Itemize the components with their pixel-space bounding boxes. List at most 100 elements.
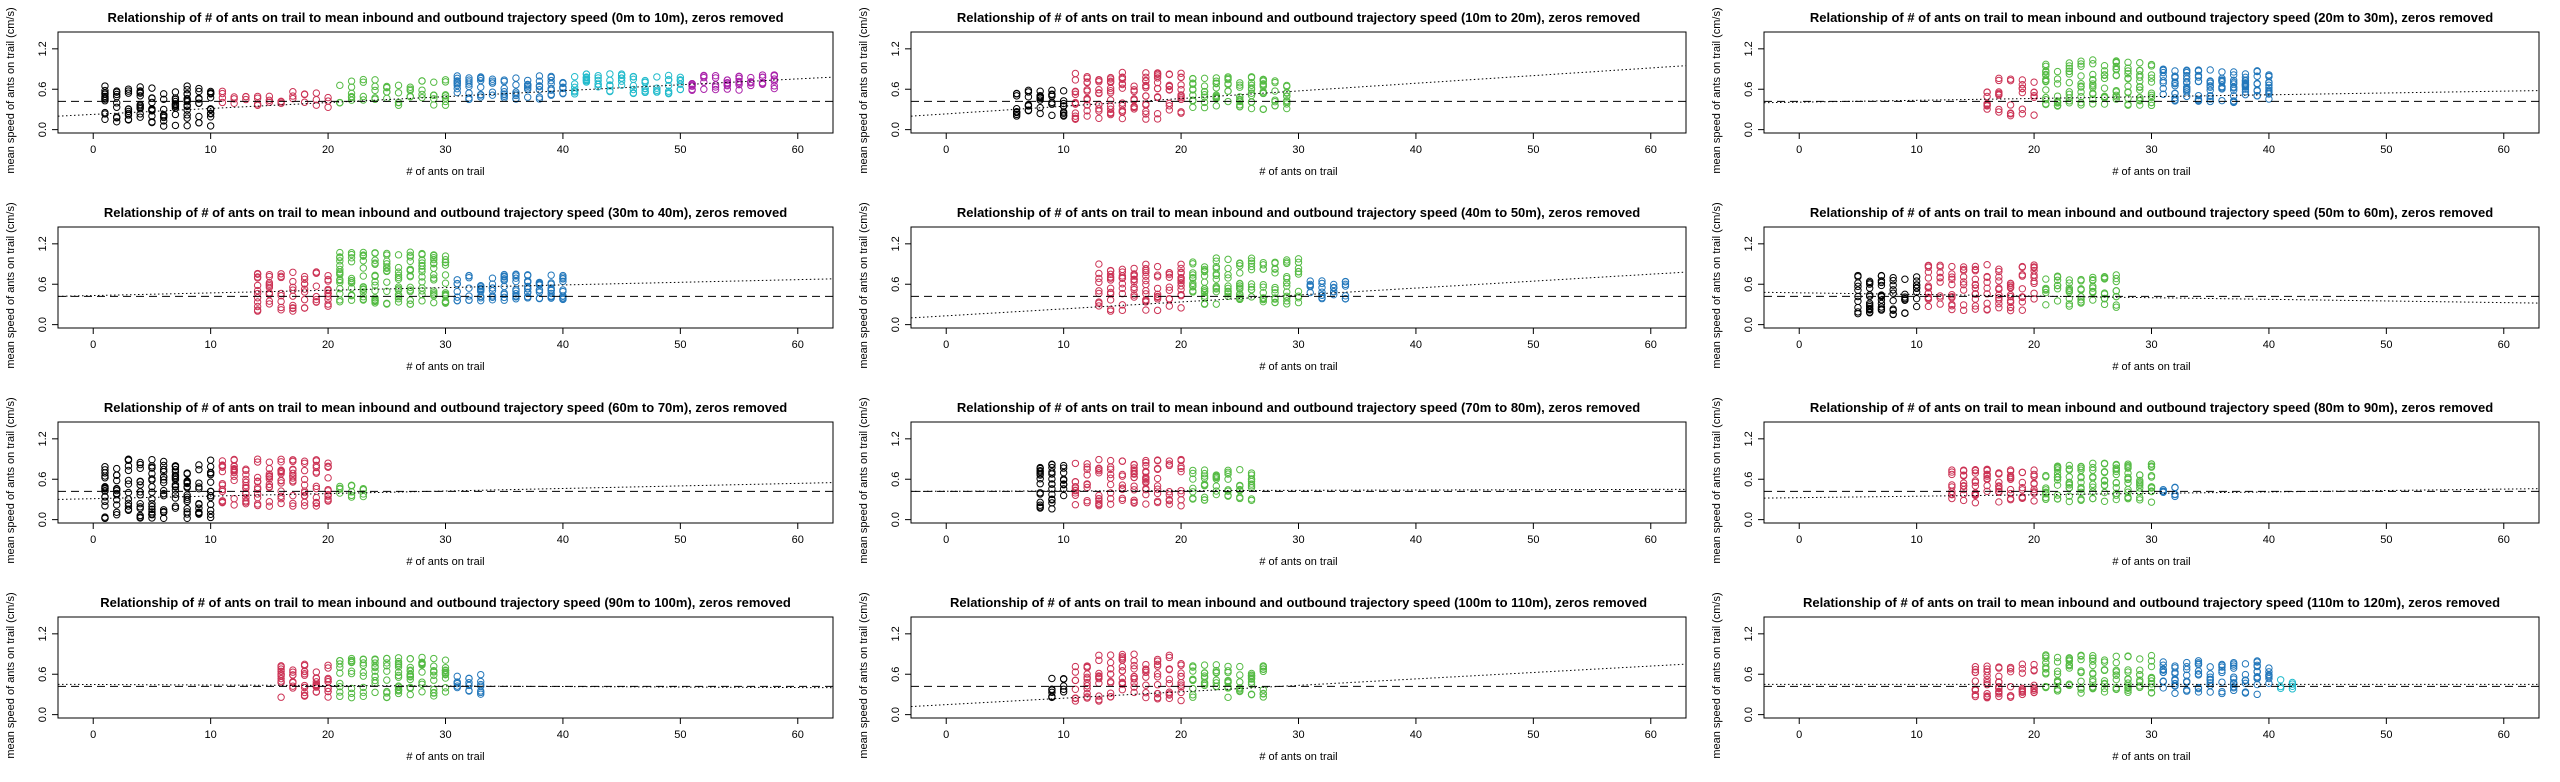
data-point xyxy=(336,289,344,298)
x-axis-label: # of ants on trail xyxy=(1259,361,1337,373)
data-point xyxy=(547,76,555,85)
y-axis-label: mean speed of ants on trail (cm/s) xyxy=(1711,397,1723,563)
data-point xyxy=(277,297,285,306)
data-point xyxy=(1083,670,1091,678)
data-point xyxy=(570,73,579,81)
data-point xyxy=(1165,102,1174,110)
y-tick-label: 0.0 xyxy=(37,122,49,137)
data-point xyxy=(418,688,426,696)
data-point xyxy=(629,89,638,98)
data-point xyxy=(300,457,309,465)
data-point xyxy=(183,493,191,501)
data-point xyxy=(1095,260,1103,268)
data-point xyxy=(1048,460,1056,468)
data-point xyxy=(2147,684,2156,692)
data-point xyxy=(2112,287,2120,295)
chart-title: Relationship of # of ants on trail to me… xyxy=(957,205,1640,220)
data-point xyxy=(206,500,215,509)
data-point xyxy=(2159,658,2167,666)
data-point xyxy=(2147,78,2156,86)
data-point xyxy=(2065,64,2074,73)
data-point xyxy=(1200,674,1209,682)
data-point xyxy=(1177,681,1185,689)
data-point xyxy=(1271,298,1279,307)
data-point xyxy=(523,85,532,94)
data-point xyxy=(300,681,309,690)
data-point xyxy=(1995,498,2003,506)
data-point xyxy=(2136,666,2144,674)
data-point xyxy=(1247,480,1256,488)
data-point xyxy=(136,481,144,489)
y-axis-label: mean speed of ants on trail (cm/s) xyxy=(858,7,870,173)
data-point xyxy=(371,281,379,289)
data-point xyxy=(1177,502,1185,510)
data-point xyxy=(1165,460,1174,468)
data-point xyxy=(2218,666,2226,675)
data-point xyxy=(2089,480,2097,489)
data-point xyxy=(430,685,438,694)
data-point xyxy=(113,471,121,479)
data-point xyxy=(523,282,532,291)
data-point xyxy=(1106,692,1115,701)
y-tick-label: 0.6 xyxy=(37,472,49,487)
data-point xyxy=(2089,95,2097,103)
data-point xyxy=(1118,472,1127,480)
data-point xyxy=(1971,477,1980,485)
data-point xyxy=(2042,488,2050,496)
data-point xyxy=(488,293,497,302)
data-point xyxy=(2159,90,2167,98)
data-point xyxy=(1247,669,1256,678)
data-point xyxy=(1153,695,1162,703)
data-point xyxy=(1106,105,1115,113)
data-point xyxy=(1142,276,1150,285)
chart-panel: Relationship of # of ants on trail to me… xyxy=(853,0,1706,195)
data-point xyxy=(2065,59,2074,67)
data-point xyxy=(430,259,438,267)
data-point xyxy=(2136,59,2144,67)
fit-line xyxy=(911,65,1686,117)
data-point xyxy=(688,79,696,88)
data-point xyxy=(711,83,720,91)
data-point xyxy=(324,459,332,467)
data-point xyxy=(2100,656,2109,664)
data-point xyxy=(1036,480,1044,488)
data-point xyxy=(171,468,180,476)
data-point xyxy=(2183,79,2191,87)
chart-panel: Relationship of # of ants on trail to me… xyxy=(0,585,853,780)
data-point xyxy=(2089,472,2097,481)
data-point xyxy=(1995,273,2003,281)
data-point xyxy=(1212,264,1221,273)
x-tick-label: 20 xyxy=(2028,534,2040,546)
data-point xyxy=(500,293,508,302)
data-point xyxy=(641,76,649,85)
scatter-chart: Relationship of # of ants on trail to me… xyxy=(1711,592,2540,763)
data-point xyxy=(300,285,309,293)
data-point xyxy=(253,100,262,108)
data-point xyxy=(453,81,461,90)
data-point xyxy=(453,279,461,288)
data-point xyxy=(1083,86,1091,94)
data-point xyxy=(1959,472,1968,480)
data-point xyxy=(1971,266,1980,275)
data-point xyxy=(1854,303,1862,312)
data-point xyxy=(547,293,555,301)
data-point xyxy=(2042,77,2050,85)
data-point xyxy=(523,93,532,101)
data-point xyxy=(735,81,743,89)
data-point xyxy=(1165,70,1174,79)
data-point xyxy=(1959,479,1968,487)
data-point xyxy=(1959,273,1968,281)
data-point xyxy=(183,514,191,522)
data-point xyxy=(2053,462,2062,470)
data-point xyxy=(289,301,297,310)
data-point xyxy=(1247,84,1256,92)
data-point xyxy=(159,457,168,466)
x-tick-label: 10 xyxy=(205,339,217,351)
data-point xyxy=(183,85,191,94)
data-point xyxy=(1995,483,2003,491)
data-point xyxy=(1224,274,1232,282)
data-point xyxy=(406,690,414,699)
data-point xyxy=(406,296,414,304)
data-point xyxy=(2006,75,2015,83)
data-point xyxy=(183,114,191,122)
